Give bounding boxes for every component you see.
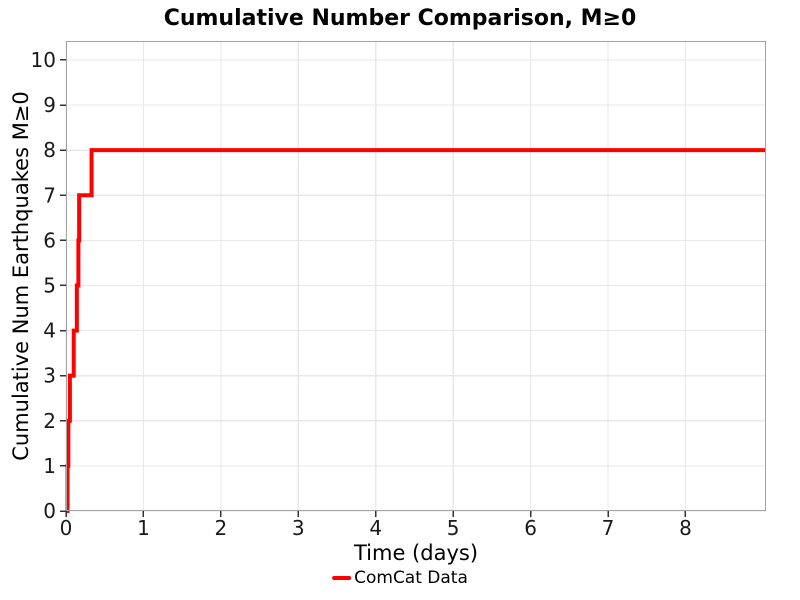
chart-title: Cumulative Number Comparison, M≥0 (163, 6, 637, 31)
x-tick-label-6: 6 (524, 516, 537, 540)
x-axis-label: Time (days) (353, 541, 479, 565)
x-tick-label-7: 7 (602, 516, 615, 540)
x-tick-label-8: 8 (679, 516, 692, 540)
x-tick-label-1: 1 (137, 516, 150, 540)
y-tick-label-2: 2 (43, 409, 56, 433)
y-tick-label-10: 10 (31, 48, 56, 72)
y-tick-label-6: 6 (43, 228, 56, 252)
y-tick-label-5: 5 (43, 273, 56, 297)
x-tick-label-4: 4 (369, 516, 382, 540)
y-tick-label-3: 3 (43, 364, 56, 388)
legend-line-marker (332, 576, 352, 580)
x-tick-label-2: 2 (215, 516, 228, 540)
legend-label: ComCat Data (354, 568, 468, 588)
x-tick-label-5: 5 (447, 516, 460, 540)
legend: ComCat Data (332, 568, 468, 588)
x-tick-label-3: 3 (292, 516, 305, 540)
y-tick-label-4: 4 (43, 319, 56, 343)
axes-frame (65, 40, 767, 512)
y-tick-label-7: 7 (43, 183, 56, 207)
y-tick-label-8: 8 (43, 138, 56, 162)
y-tick-label-1: 1 (43, 454, 56, 478)
y-tick-label-0: 0 (43, 499, 56, 523)
x-tick-label-0: 0 (60, 516, 73, 540)
y-tick-label-9: 9 (43, 93, 56, 117)
series-line-0 (65, 148, 766, 513)
